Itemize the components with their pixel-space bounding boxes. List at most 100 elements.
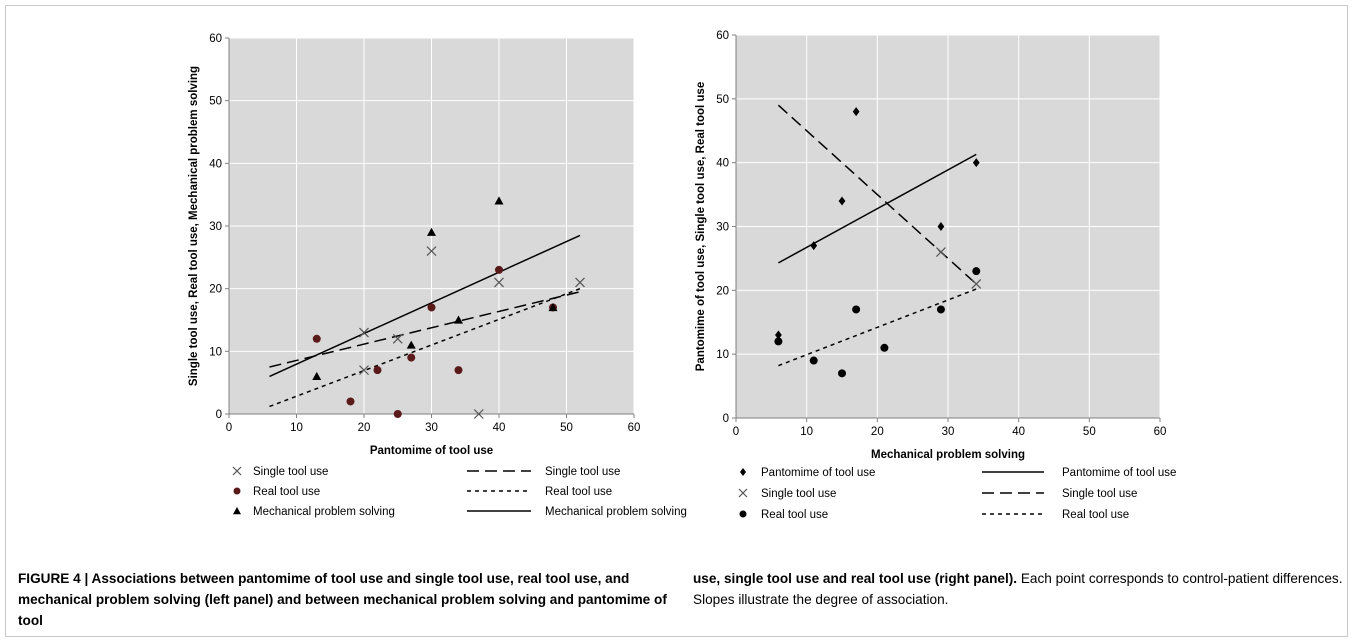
right-series2-point-3 [852, 305, 861, 314]
caption-right: use, single tool use and real tool use (… [693, 568, 1343, 610]
left-legend-line-label-2: Mechanical problem solving [545, 506, 687, 518]
left-ytick-label-2: 20 [209, 284, 222, 296]
left-legend-marker-2 [233, 507, 241, 515]
right-series2-point-0 [774, 337, 783, 346]
left-series0-point-2-b [392, 333, 403, 344]
left-series0-point-6 [575, 277, 585, 288]
right-trendline-2 [778, 288, 977, 367]
left-legend-line-label-0: Single tool use [545, 466, 620, 478]
left-series1-point-4 [407, 353, 416, 362]
right-y-axis-title: Pantomime of tool use, Single tool use, … [695, 82, 707, 371]
right-series2-point-6 [972, 267, 981, 276]
figure-frame [5, 5, 1348, 637]
right-series0-point-0 [775, 330, 782, 340]
right-legend-line-label-1: Single tool use [1062, 488, 1137, 500]
left-series0-point-3-b [426, 246, 437, 256]
left-series0-point-2 [392, 333, 403, 344]
right-legend-label-2: Real tool use [761, 509, 828, 521]
left-ytick-label-0: 0 [216, 409, 222, 421]
left-xtick-label-4: 40 [493, 422, 506, 434]
left-series2-point-4 [494, 196, 504, 205]
caption-left-text: FIGURE 4 | Associations between pantomim… [18, 571, 667, 628]
left-xtick-label-1: 10 [290, 422, 303, 434]
right-series1-point-1 [971, 279, 982, 289]
right-series1-point-1-b [971, 279, 982, 289]
right-series1-point-0-b [936, 247, 946, 257]
right-xtick-label-1: 10 [800, 426, 813, 438]
left-legend-marker-0 [232, 466, 242, 476]
left-series1-point-3 [393, 410, 402, 418]
left-series0-point-5-b [494, 277, 504, 288]
left-series0-point-1-b [359, 365, 369, 376]
right-xtick-label-6: 60 [1154, 426, 1167, 438]
right-ytick-label-6: 60 [716, 30, 729, 42]
left-series2-point-1 [406, 340, 416, 349]
figure-svg: 0 10 20 30 40 50 60 0 10 20 30 40 50 60 Pantomime of t… [188, 30, 1176, 521]
caption-right-bold: use, single tool use and real tool use (… [693, 571, 1018, 586]
right-series2-point-1 [809, 356, 818, 365]
right-legend-marker-0 [740, 468, 746, 476]
left-series1-point-6 [454, 366, 463, 375]
left-series1-point-5 [427, 303, 436, 312]
left-xtick-label-3: 30 [425, 422, 438, 434]
left-xtick-label-2: 20 [358, 422, 371, 434]
right-ytick-label-5: 50 [716, 94, 729, 106]
right-xtick-label-3: 30 [942, 426, 955, 438]
left-series0-point-4-b [473, 409, 484, 419]
right-ytick-label-3: 30 [716, 222, 729, 234]
left-trendline-2 [269, 234, 581, 378]
right-series0-point-3 [852, 107, 860, 117]
right-legend-line-label-2: Real tool use [1062, 509, 1129, 521]
left-xtick-label-0: 0 [226, 422, 232, 434]
right-legend-marker-1 [738, 488, 748, 498]
left-legend-marker-1 [233, 487, 241, 495]
left-xtick-label-6: 60 [628, 422, 641, 434]
left-series2-point-5 [548, 302, 558, 312]
left-series2-point-2 [427, 227, 436, 236]
right-ytick-label-1: 10 [716, 349, 729, 361]
right-xtick-label-2: 20 [871, 426, 884, 438]
left-ytick-label-6: 60 [209, 33, 222, 45]
right-series0-point-5 [972, 158, 980, 168]
left-series1-point-0 [312, 334, 321, 343]
left-legend-label-0: Single tool use [253, 466, 328, 478]
left-x-axis-title: Pantomime of tool use [370, 445, 493, 457]
left-ytick-label-5: 50 [209, 96, 222, 108]
right-ytick-label-0: 0 [723, 413, 729, 425]
right-legend-marker-2 [739, 510, 747, 518]
caption-right-text: Each point corresponds to control-patien… [693, 571, 1343, 607]
left-xtick-label-5: 50 [560, 422, 573, 434]
left-series1-point-7 [495, 265, 503, 274]
left-legend-label-1: Real tool use [253, 486, 320, 498]
left-series0-point-6-b [575, 277, 585, 288]
left-ytick-label-1: 10 [209, 346, 222, 358]
left-legend-marker-0-b [232, 466, 242, 476]
caption-left: FIGURE 4 | Associations between pantomim… [18, 568, 668, 631]
right-series2-point-2 [838, 369, 846, 378]
left-series0-point-0-b [359, 327, 369, 338]
left-series0-point-5 [494, 277, 504, 288]
right-xtick-label-4: 40 [1012, 426, 1025, 438]
left-series0-point-1 [359, 365, 369, 376]
right-series2-point-5 [936, 305, 945, 314]
left-series2-point-0 [312, 371, 322, 380]
right-xtick-label-5: 50 [1083, 426, 1096, 438]
right-legend-line-label-0: Pantomime of tool use [1062, 467, 1176, 479]
left-ytick-label-3: 30 [209, 221, 222, 233]
left-y-axis-title: Single tool use, Real tool use, Mechanic… [188, 66, 200, 386]
right-series1-point-0 [936, 247, 946, 257]
left-series0-point-4 [473, 409, 484, 419]
right-series0-point-4 [937, 222, 945, 231]
left-series0-point-3 [426, 246, 437, 256]
left-legend-line-label-1: Real tool use [545, 486, 612, 498]
left-series0-point-0 [359, 327, 369, 338]
right-x-axis-title: Mechanical problem solving [871, 449, 1025, 461]
right-ytick-label-2: 20 [716, 285, 729, 297]
left-series2-point-3 [454, 315, 463, 324]
right-legend-label-0: Pantomime of tool use [761, 467, 875, 479]
right-series0-point-1 [810, 241, 818, 251]
left-legend-label-2: Mechanical problem solving [253, 506, 395, 518]
right-ytick-label-4: 40 [716, 158, 729, 170]
right-xtick-label-0: 0 [733, 426, 739, 438]
right-legend-marker-1-b [738, 488, 748, 498]
